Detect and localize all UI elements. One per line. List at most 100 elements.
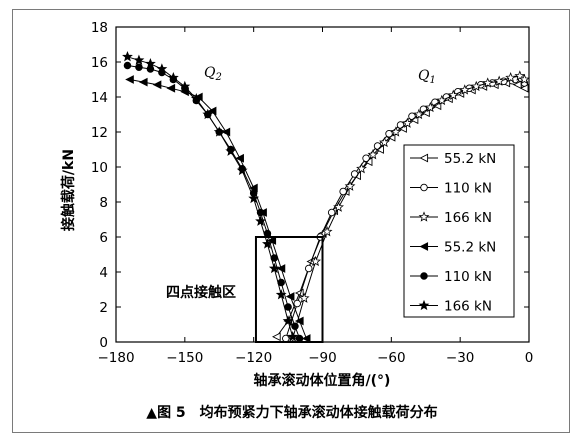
data-point [356, 163, 367, 174]
data-point [505, 72, 517, 83]
data-point [156, 63, 168, 74]
x-tick-label: −180 [97, 350, 134, 366]
data-point [362, 154, 370, 162]
data-point [133, 54, 145, 65]
data-point [225, 145, 237, 156]
data-point [301, 334, 311, 343]
data-point [275, 289, 287, 300]
x-tick-label: −90 [308, 350, 337, 366]
legend-box [403, 144, 515, 318]
data-point [310, 255, 322, 267]
data-point [344, 180, 356, 191]
y-tick-label: 12 [91, 125, 108, 141]
data-point [390, 126, 402, 137]
y-tick-label: 14 [91, 90, 108, 106]
data-point [295, 334, 304, 343]
figure-caption: ▲图 5 均布预紧力下轴承滚动体接触载荷分布 [146, 404, 437, 421]
series-q2-3 [125, 75, 311, 343]
data-point [447, 89, 459, 100]
data-point [285, 292, 295, 301]
data-point [379, 136, 390, 148]
y-axis-title: 接触载荷/kN [60, 149, 77, 231]
series-line [129, 79, 307, 339]
four-point-contact-region [254, 236, 324, 343]
legend: 55.2 kN 110 kN 166 kN 55.2 kN 110 kN 166 kN [403, 144, 515, 318]
legend-marker [420, 183, 428, 192]
figure-frame [12, 9, 570, 433]
legend-entry: 166 kN [410, 210, 492, 226]
data-point [470, 80, 482, 92]
legend-label: 166 kN [444, 299, 492, 315]
data-point [401, 117, 413, 128]
data-point [287, 331, 299, 342]
q1-label: Q1 [418, 68, 436, 86]
data-point [221, 127, 231, 137]
data-point [276, 264, 286, 273]
legend-label: 166 kN [444, 210, 492, 226]
data-point [304, 264, 313, 273]
data-point [138, 77, 148, 87]
y-tick-label: 0 [99, 335, 108, 351]
data-point [373, 142, 382, 150]
data-point [282, 315, 294, 326]
data-point [459, 84, 471, 95]
x-tick-label: 0 [525, 350, 534, 366]
data-point [339, 187, 347, 196]
data-point [294, 316, 304, 326]
data-point [282, 334, 290, 343]
data-point [298, 292, 310, 303]
data-point [268, 262, 280, 274]
data-point [213, 126, 225, 137]
x-tick-label: −60 [377, 350, 406, 366]
legend-marker [418, 299, 430, 311]
region-layer [254, 236, 324, 343]
legend-label: 110 kN [444, 181, 492, 197]
data-point [202, 108, 214, 120]
legend-marker [420, 272, 428, 280]
data-point [424, 101, 436, 113]
axes-layer: −180 −150 −120 −90 −60 −30 0 0 2 4 6 8 10 12 14 16 18 [91, 20, 533, 366]
legend-entry: 55.2 kN [410, 151, 496, 167]
y-tick-label: 2 [99, 300, 108, 316]
data-point [284, 303, 292, 311]
series-q1-2 [287, 70, 530, 344]
legend-marker [419, 153, 429, 163]
data-point [236, 164, 248, 176]
data-point [235, 153, 244, 163]
data-point [179, 80, 191, 92]
data-point [262, 238, 273, 249]
data-point [436, 94, 448, 106]
y-tick-label: 4 [99, 265, 108, 281]
data-point [493, 75, 505, 86]
data-point [482, 77, 494, 88]
data-point [125, 75, 134, 84]
legend-label: 55.2 kN [444, 151, 496, 167]
data-point [135, 63, 143, 72]
data-point [145, 58, 156, 69]
legend-entry: 55.2 kN [410, 240, 496, 256]
four-point-contact-label: 四点接触区 [166, 284, 236, 301]
data-point [327, 208, 336, 217]
y-tick-label: 8 [99, 195, 108, 211]
data-point [293, 299, 302, 308]
data-point [248, 192, 260, 204]
x-tick-label: −120 [235, 350, 272, 366]
data-point [385, 129, 393, 138]
y-tick-label: 18 [91, 20, 108, 36]
q2-label: Q2 [204, 65, 222, 83]
data-point [367, 149, 379, 160]
data-point [167, 72, 179, 83]
data-point [166, 83, 176, 93]
x-tick-label: −150 [166, 350, 203, 366]
data-point [272, 332, 281, 342]
data-point [519, 73, 530, 85]
data-point [123, 61, 132, 70]
data-point [190, 93, 202, 104]
data-point [413, 108, 425, 120]
data-point [122, 51, 133, 62]
series-line [292, 75, 525, 339]
y-tick-label: 6 [99, 230, 108, 246]
legend-label: 55.2 kN [444, 240, 496, 256]
x-tick-label: −30 [446, 350, 475, 366]
